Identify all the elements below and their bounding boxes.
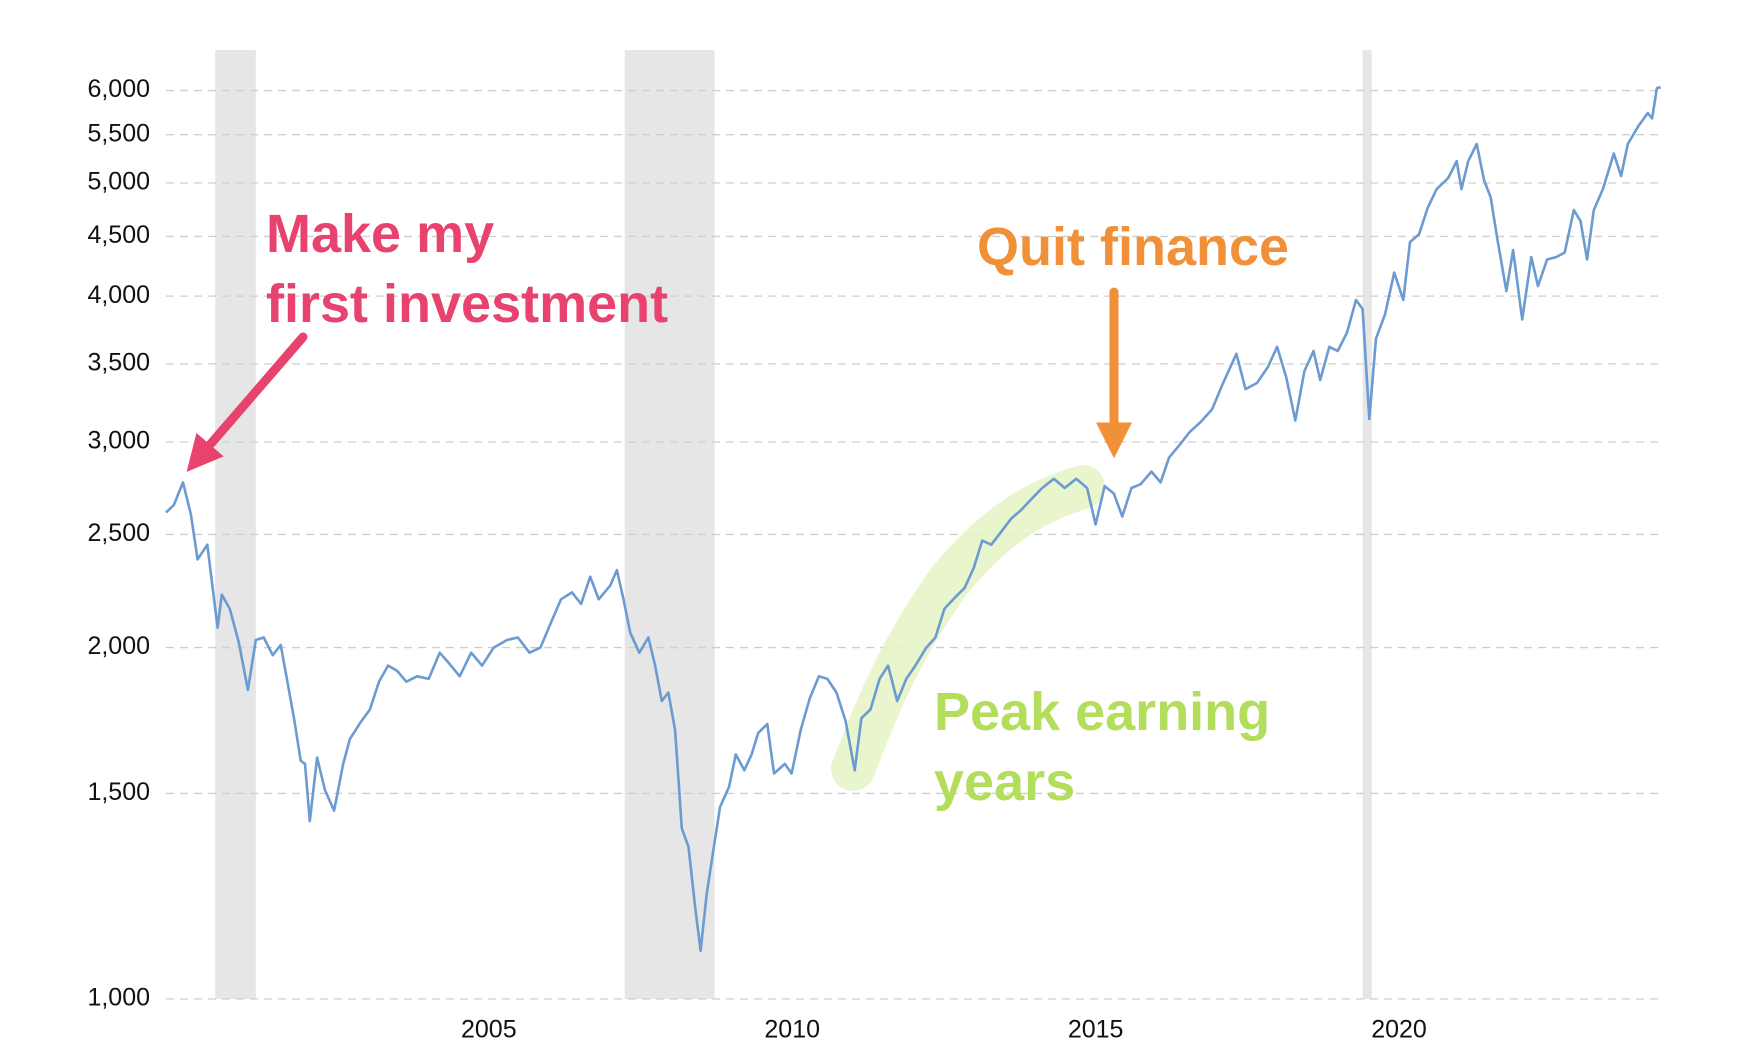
y-tick-label: 4,500: [87, 221, 150, 249]
annotations: Make my first investment Quit finance Peak …: [266, 204, 1289, 812]
annotation: Peak earning: [934, 682, 1270, 742]
arrow: [186, 332, 308, 472]
annotation: first investment: [266, 274, 668, 334]
y-tick-label: 2,500: [87, 519, 150, 547]
recession-band: [1362, 50, 1372, 999]
x-tick-label: 2020: [1371, 1016, 1427, 1044]
y-tick-label: 3,500: [87, 348, 150, 376]
annotation: years: [934, 752, 1075, 812]
line: [165, 85, 1661, 952]
highlight: [831, 465, 1105, 791]
annotation: Make my: [266, 204, 494, 264]
x-tick-label: 2010: [764, 1016, 820, 1044]
y-tick-label: 1,000: [87, 984, 150, 1012]
y-tick-label: 5,500: [87, 119, 150, 147]
x-tick-label: 2015: [1068, 1016, 1124, 1044]
plot: [165, 85, 1661, 952]
y-tick-label: 4,000: [87, 281, 150, 309]
annotation: Quit finance: [977, 217, 1289, 277]
recession-band: [215, 50, 256, 999]
y-tick-label: 5,000: [87, 168, 150, 196]
recession-bands: [215, 50, 1372, 999]
y-tick-label: 3,000: [87, 427, 150, 455]
y-tick-label: 1,500: [87, 778, 150, 806]
y-tick-label: 2,000: [87, 632, 150, 660]
y-tick-label: 6,000: [87, 75, 150, 103]
grid: 1,000 1,500 2,000 2,500 3,000 3,500 4,000 4,500…: [87, 75, 1663, 1044]
x-tick-label: 2005: [461, 1016, 517, 1044]
recession-band: [624, 50, 715, 999]
